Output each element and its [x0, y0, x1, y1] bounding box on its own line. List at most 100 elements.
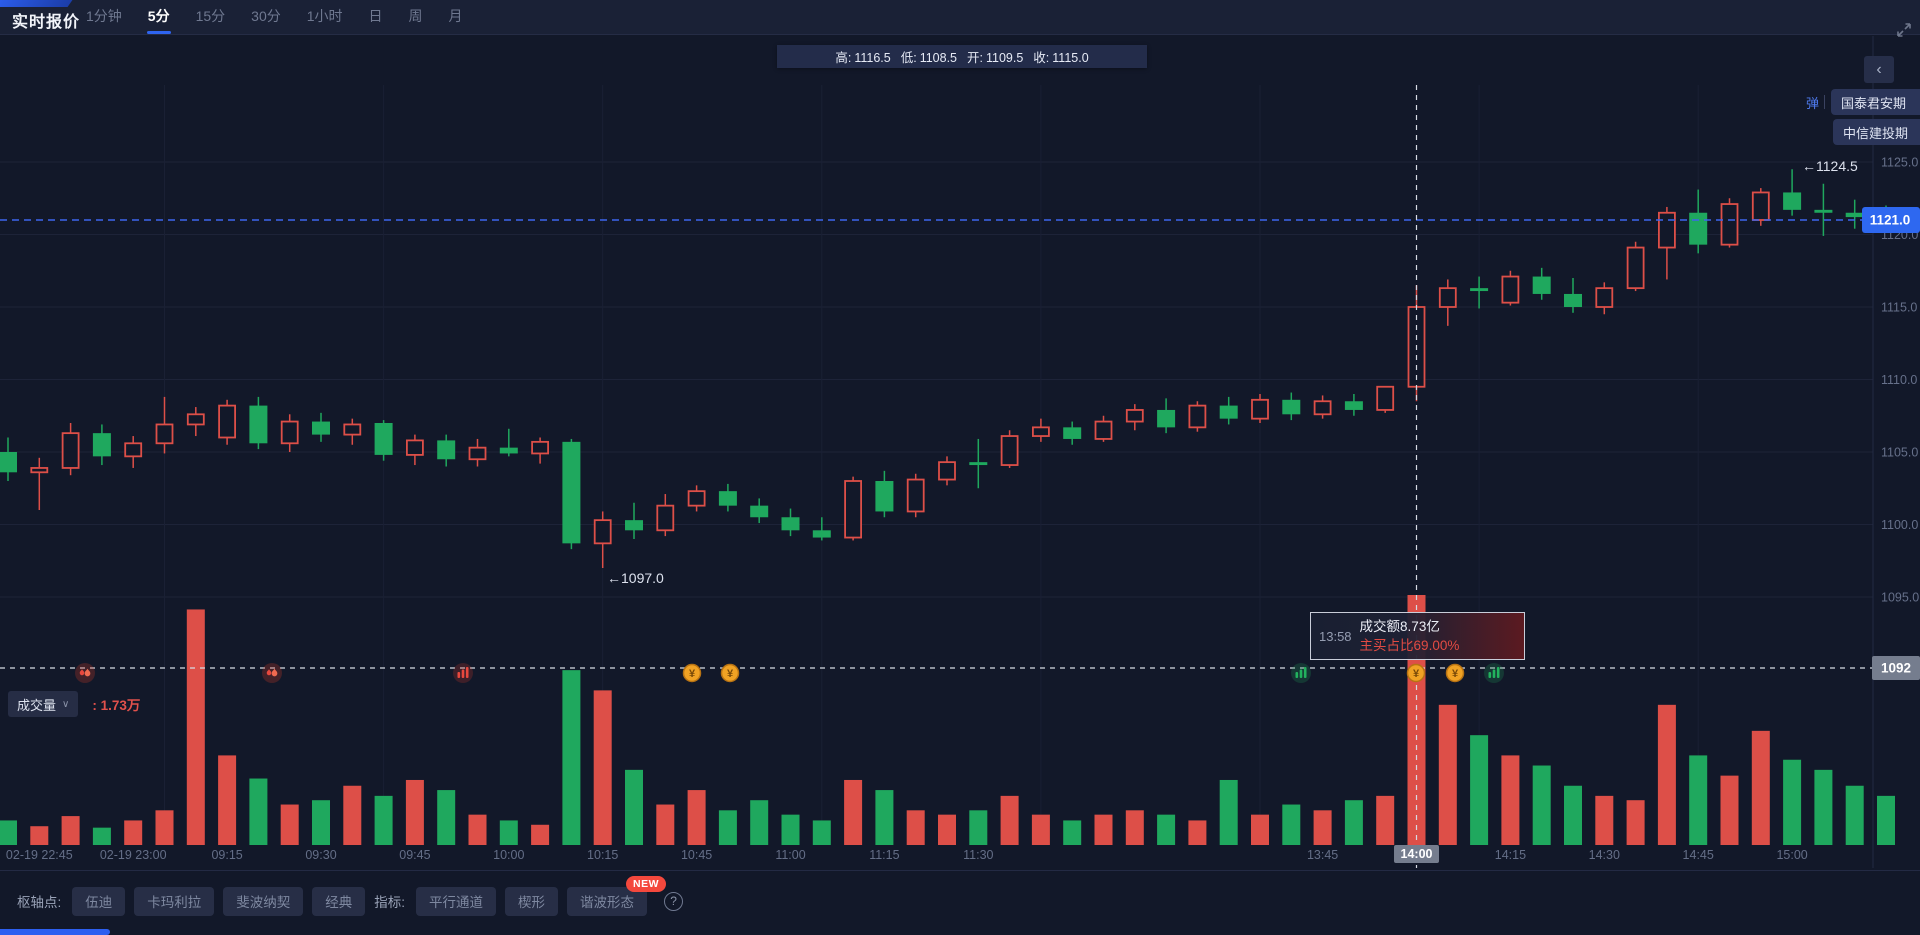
candle-body-up — [30, 467, 49, 474]
volume-bar — [1532, 765, 1551, 845]
top-bar: 实时报价 1分钟 5分 15分 30分 1小时 日 周 月 — [0, 0, 1920, 38]
volume-bar — [562, 670, 581, 845]
candle-body-down — [812, 530, 831, 538]
time-label: 14:30 — [1588, 848, 1620, 862]
green-bars-marker-icon[interactable] — [1291, 663, 1311, 683]
toolbar-button-卡玛利拉[interactable]: 卡玛利拉 — [134, 886, 215, 916]
broker-button-zhongxinjiantou[interactable]: 中信建投期 — [1833, 119, 1920, 145]
time-label: 09:30 — [305, 848, 337, 862]
toolbar-button-伍迪[interactable]: 伍迪 — [72, 886, 126, 916]
volume-bar — [656, 804, 675, 845]
new-badge: NEW — [626, 875, 667, 892]
broker-button-guotaijunan[interactable]: 国泰君安期 — [1831, 89, 1920, 115]
candle-body-up — [1501, 275, 1520, 304]
candle-body-down — [437, 440, 456, 460]
candle-body-up — [1188, 404, 1207, 429]
volume-pane-header: 成交量 ∨ : 1.73万 — [8, 691, 140, 717]
time-label: 10:00 — [493, 848, 525, 862]
time-label: 11:15 — [869, 848, 900, 862]
toolbar-button-楔形[interactable]: 楔形 — [505, 886, 559, 916]
candle-body-up — [1094, 420, 1113, 440]
svg-text:¥: ¥ — [1413, 668, 1420, 680]
candle-body-down — [312, 421, 330, 435]
red-bars-marker-icon[interactable] — [453, 663, 473, 683]
toolbar-button-谐波形态[interactable]: 谐波形态 NEW — [567, 875, 667, 916]
candle-body-up — [844, 480, 862, 539]
tab-15分[interactable]: 15分 — [195, 8, 226, 24]
expand-icon[interactable] — [1896, 22, 1912, 38]
volume-bar — [593, 690, 612, 845]
candle-body-up — [1595, 287, 1614, 308]
time-label: 02-19 23:00 — [99, 848, 167, 862]
volume-bar — [1344, 800, 1363, 845]
volume-bar — [1031, 814, 1050, 845]
candle-body-down — [1814, 209, 1833, 213]
time-label: 13:45 — [1306, 848, 1339, 862]
volume-bar — [969, 810, 988, 845]
crosshair-tooltip: 13:58 成交额8.73亿 主买占比69.00% — [1310, 612, 1525, 660]
candle-body-up — [1032, 426, 1050, 437]
volume-bar — [1251, 814, 1269, 845]
candle-body-down — [1219, 405, 1238, 419]
volume-bar — [531, 824, 550, 845]
volume-indicator-button[interactable]: 成交量 ∨ — [8, 691, 79, 717]
tooltip-turnover: 成交额8.73亿 — [1359, 619, 1440, 634]
candle-body-down — [969, 462, 988, 466]
help-icon[interactable]: ? — [664, 891, 684, 911]
time-label: 14:45 — [1682, 848, 1714, 862]
ohlc-item: 开: 1109.5 — [967, 51, 1024, 65]
candle-body-up — [155, 423, 174, 445]
flame-marker-icon[interactable] — [75, 663, 95, 683]
time-label: 02-19 22:45 — [5, 848, 73, 862]
candle-body-up — [1376, 385, 1395, 411]
ohlc-item: 高: 1116.5 — [835, 51, 891, 65]
volume-bar — [625, 769, 643, 845]
volume-bar — [1438, 704, 1457, 845]
volume-bar — [906, 810, 925, 845]
toolbar-button-经典[interactable]: 经典 — [312, 886, 366, 916]
coin-marker-icon[interactable]: ¥ — [720, 663, 740, 683]
toolbar-button-平行通道[interactable]: 平行通道 — [416, 886, 497, 916]
drawing-toolbar: 枢轴点: 伍迪 卡玛利拉 斐波纳契 经典 指标: 平行通道 楔形 谐波形态 NEW? — [0, 872, 1920, 930]
volume-bar — [405, 779, 424, 845]
candle-body-up — [938, 461, 956, 481]
candle-body-down — [1470, 288, 1489, 292]
timeframe-tabs: 1分钟 5分 15分 30分 1小时 日 周 月 — [86, 0, 463, 35]
tab-月[interactable]: 月 — [448, 8, 463, 24]
coin-marker-icon[interactable]: ¥ — [1406, 663, 1426, 683]
candle-body-down — [499, 447, 518, 454]
coin-marker-icon[interactable]: ¥ — [1445, 663, 1465, 683]
collapse-panel-button[interactable]: ‹ — [1864, 56, 1894, 83]
tab-30分[interactable]: 30分 — [251, 8, 281, 24]
tab-周[interactable]: 周 — [408, 8, 423, 24]
volume-bar — [1689, 755, 1708, 845]
volume-bar — [687, 790, 706, 845]
toolbar-button-斐波纳契[interactable]: 斐波纳契 — [223, 886, 304, 916]
volume-bar — [1094, 814, 1113, 845]
time-label: 11:30 — [963, 848, 994, 862]
volume-bar — [844, 779, 863, 845]
volume-bar — [61, 816, 80, 845]
flame-marker-icon[interactable] — [262, 663, 282, 683]
candle-body-up — [1626, 246, 1645, 290]
time-label: 11:00 — [775, 848, 806, 862]
divider — [1824, 95, 1826, 109]
candle-body-down — [562, 441, 581, 544]
volume-bar — [92, 827, 111, 845]
time-label: 15:00 — [1776, 848, 1808, 862]
popup-toggle[interactable]: 弹 — [1806, 95, 1820, 111]
tab-日[interactable]: 日 — [368, 8, 383, 24]
coin-marker-icon[interactable]: ¥ — [682, 663, 702, 683]
tab-5分[interactable]: 5分 — [148, 0, 170, 35]
scrollbar-thumb[interactable] — [0, 929, 110, 935]
time-axis: 02-19 22:45 02-19 23:00 09:15 09:30 09:45 10:… — [0, 845, 1920, 869]
volume-bar — [1157, 814, 1176, 845]
price-axis-label: 1100.0 — [1881, 518, 1918, 532]
candle-body-up — [906, 478, 925, 513]
volume-bar — [1814, 769, 1833, 845]
tab-1分钟[interactable]: 1分钟 — [86, 8, 122, 24]
toolbar-group-label: 枢轴点: — [17, 895, 62, 910]
tab-1小时[interactable]: 1小时 — [306, 8, 343, 24]
green-bars-marker-icon[interactable] — [1484, 663, 1504, 683]
